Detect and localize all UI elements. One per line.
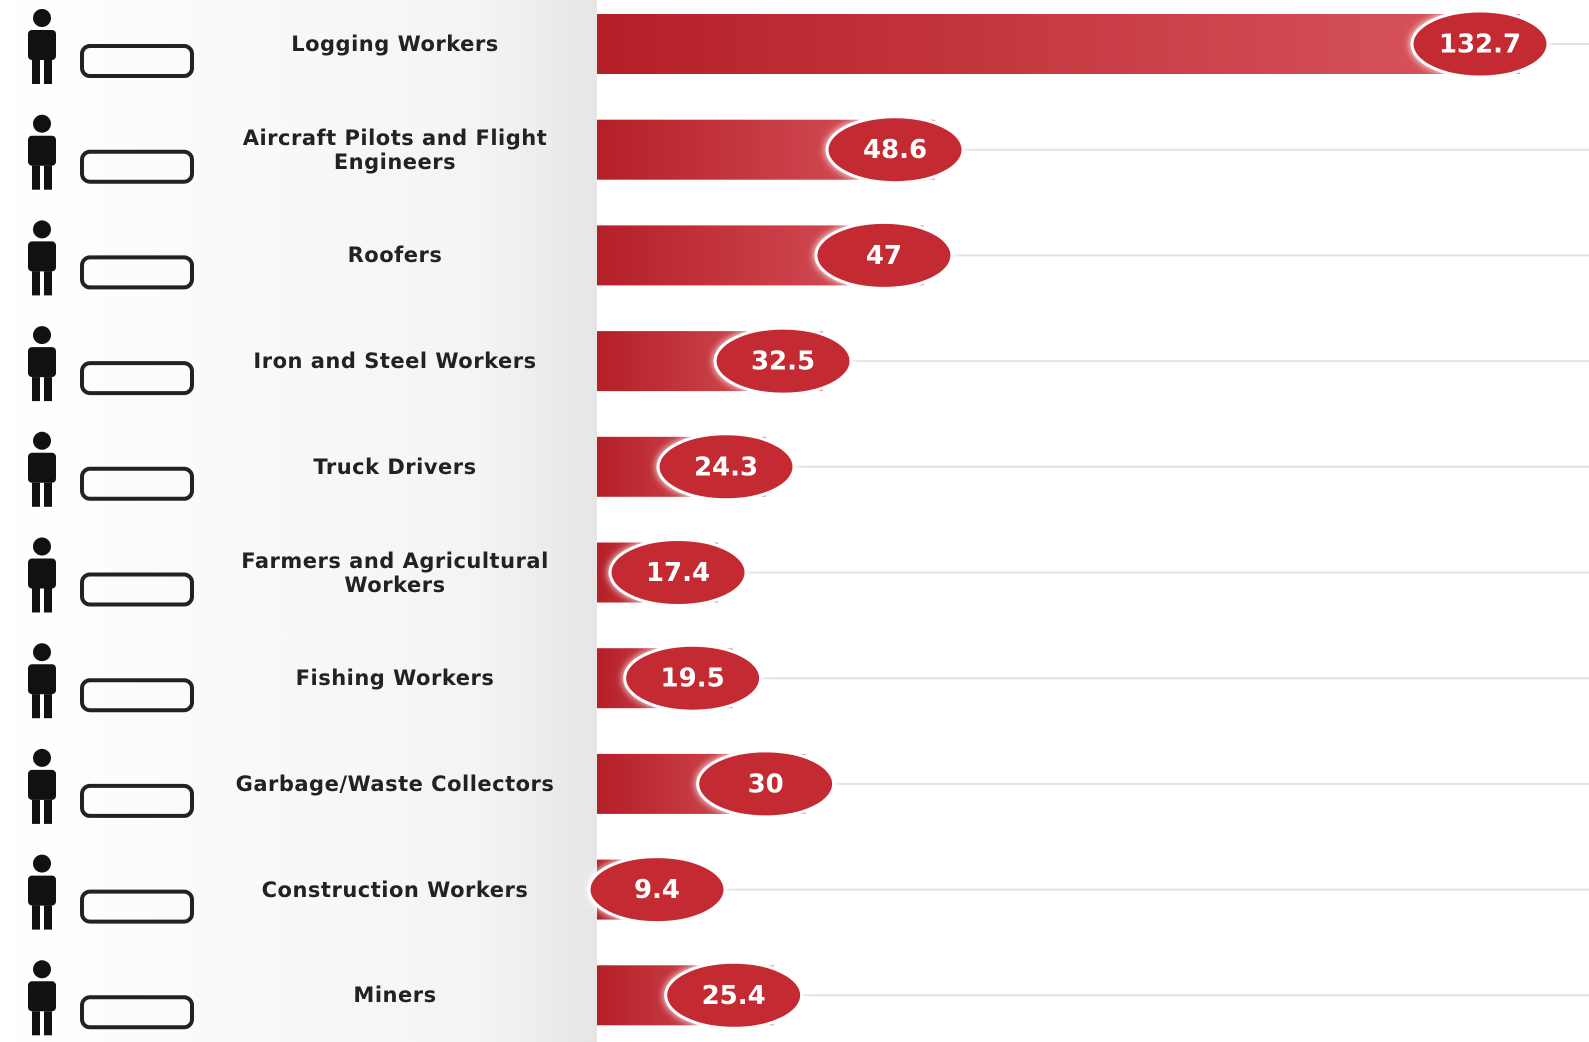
category-label: Truck Drivers xyxy=(313,454,477,479)
icon-head xyxy=(33,326,51,345)
value-badge xyxy=(587,855,727,925)
icon-body xyxy=(28,30,56,60)
icon-head xyxy=(33,114,51,133)
bar xyxy=(597,14,1520,74)
label-panel xyxy=(0,0,597,1042)
worker-icon xyxy=(28,748,194,824)
value-label: 48.6 xyxy=(863,135,927,165)
icon-head xyxy=(33,220,51,239)
icon-leg xyxy=(32,165,40,190)
icon-body xyxy=(28,452,56,483)
icon-head xyxy=(33,854,51,873)
value-badge xyxy=(656,432,796,502)
icon-head xyxy=(33,643,51,662)
icon-tool xyxy=(80,889,194,924)
value-label: 25.4 xyxy=(702,981,766,1011)
icon-tool xyxy=(80,149,194,184)
icon-leg xyxy=(32,1011,40,1036)
icon-head xyxy=(33,748,51,767)
value-badge xyxy=(713,326,853,396)
icon-body xyxy=(28,981,56,1012)
icon-leg xyxy=(44,60,52,84)
category-label: Roofers xyxy=(347,243,443,268)
icon-tool xyxy=(80,255,194,290)
icon-leg xyxy=(32,905,40,930)
category-label: Logging Workers xyxy=(291,32,499,56)
value-badge xyxy=(608,538,748,607)
icon-tool xyxy=(80,44,194,78)
icon-leg xyxy=(32,60,40,84)
worker-icon xyxy=(28,960,194,1036)
icon-leg xyxy=(32,482,40,507)
worker-icon xyxy=(28,9,194,84)
icon-body xyxy=(28,347,56,378)
icon-head xyxy=(33,431,51,450)
value-badge xyxy=(623,643,763,713)
category-label: Fishing Workers xyxy=(295,666,495,691)
value-label: 30 xyxy=(748,769,784,799)
icon-leg xyxy=(44,799,52,824)
icon-tool xyxy=(80,678,194,713)
category-label: Garbage/Waste Collectors xyxy=(235,771,555,796)
icon-leg xyxy=(44,1011,52,1036)
value-label: 132.7 xyxy=(1439,30,1521,60)
icon-head xyxy=(33,537,51,556)
icon-tool xyxy=(80,361,194,396)
icon-leg xyxy=(44,694,52,719)
value-label: 9.4 xyxy=(634,875,680,905)
category-label: Aircraft Pilots and Flight Engineers xyxy=(242,125,548,174)
value-label: 24.3 xyxy=(694,452,758,482)
icon-leg xyxy=(44,271,52,296)
category-label: Miners xyxy=(353,983,437,1008)
icon-leg xyxy=(44,588,52,613)
value-badge xyxy=(664,960,804,1030)
worker-icon xyxy=(28,220,194,296)
value-badge xyxy=(814,220,954,290)
icon-body xyxy=(28,558,56,589)
value-label: 17.4 xyxy=(646,558,710,588)
icon-body xyxy=(28,241,56,272)
icon-leg xyxy=(44,377,52,402)
category-label: Construction Workers xyxy=(261,877,529,902)
icon-head xyxy=(33,9,51,27)
icon-leg xyxy=(44,165,52,190)
icon-tool xyxy=(80,995,194,1030)
worker-icon xyxy=(28,537,194,613)
worker-icon xyxy=(28,431,194,507)
icon-leg xyxy=(32,271,40,296)
icon-leg xyxy=(32,588,40,613)
icon-body xyxy=(28,135,56,166)
icon-tool xyxy=(80,783,194,818)
worker-icon xyxy=(28,643,194,719)
icon-body xyxy=(28,769,56,800)
category-label: Farmers and Agricultural Workers xyxy=(241,548,549,597)
value-badge xyxy=(696,749,836,819)
worker-icon xyxy=(28,854,194,930)
icon-leg xyxy=(44,482,52,507)
icon-body xyxy=(28,664,56,695)
icon-leg xyxy=(44,905,52,930)
icon-tool xyxy=(80,572,194,607)
category-label: Iron and Steel Workers xyxy=(253,349,537,374)
value-label: 32.5 xyxy=(751,347,815,377)
icon-body xyxy=(28,875,56,906)
icon-tool xyxy=(80,466,194,501)
icon-leg xyxy=(32,694,40,719)
value-label: 19.5 xyxy=(661,664,725,694)
icon-leg xyxy=(32,377,40,402)
value-badge xyxy=(825,115,965,185)
worker-icon xyxy=(28,114,194,190)
icon-head xyxy=(33,960,51,979)
value-badge xyxy=(1410,9,1550,79)
value-label: 47 xyxy=(866,241,902,271)
icon-leg xyxy=(32,799,40,824)
worker-icon xyxy=(28,326,194,402)
